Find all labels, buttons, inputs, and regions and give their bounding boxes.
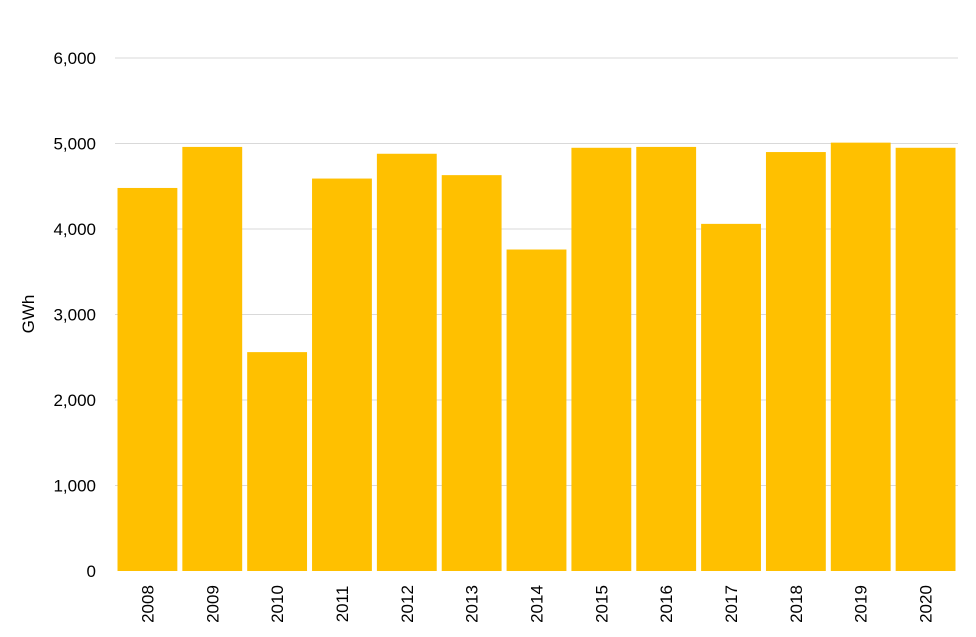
bar-2014 <box>506 249 567 571</box>
y-tick-label: 3,000 <box>53 306 96 325</box>
y-tick-label: 0 <box>87 562 96 581</box>
y-tick-label: 1,000 <box>53 477 96 496</box>
x-tick-label: 2011 <box>333 586 352 623</box>
bar-2016 <box>636 146 697 572</box>
x-tick-label: 2012 <box>398 585 417 623</box>
x-tick-label: 2019 <box>852 585 871 623</box>
bar-2018 <box>765 152 826 572</box>
bar-2015 <box>571 147 632 571</box>
bar-2009 <box>182 146 243 572</box>
bar-2017 <box>701 223 761 571</box>
x-tick-label: 2008 <box>138 585 157 623</box>
bar-2012 <box>376 153 437 571</box>
x-tick-label: 2009 <box>203 585 222 623</box>
x-tick-label: 2017 <box>722 585 741 623</box>
x-axis-tick-labels: 2008 2009 2010 2011 2012 2013 2014 2015 2016 2017… <box>138 585 935 623</box>
x-tick-label: 2015 <box>592 585 611 623</box>
y-tick-label: 2,000 <box>53 391 96 410</box>
bar-2019 <box>830 142 891 571</box>
y-tick-label: 5,000 <box>53 135 96 154</box>
y-axis-title: GWh <box>19 295 38 334</box>
y-tick-label: 6,000 <box>53 49 96 68</box>
bars <box>117 142 956 572</box>
x-tick-label: 2016 <box>657 585 676 623</box>
bar-2020 <box>895 147 956 571</box>
bar-2010 <box>247 352 308 571</box>
x-tick-label: 2010 <box>268 585 287 623</box>
bar-2008 <box>117 187 178 571</box>
bar-2013 <box>441 175 502 571</box>
x-tick-label: 2013 <box>463 585 482 623</box>
x-tick-label: 2020 <box>917 585 936 623</box>
y-tick-label: 4,000 <box>53 220 96 239</box>
bar-2011 <box>312 178 372 571</box>
x-tick-label: 2018 <box>787 585 806 623</box>
x-tick-label: 2014 <box>528 585 547 623</box>
y-axis-tick-labels: 0 1,000 2,000 3,000 4,000 5,000 6,000 <box>53 49 96 581</box>
